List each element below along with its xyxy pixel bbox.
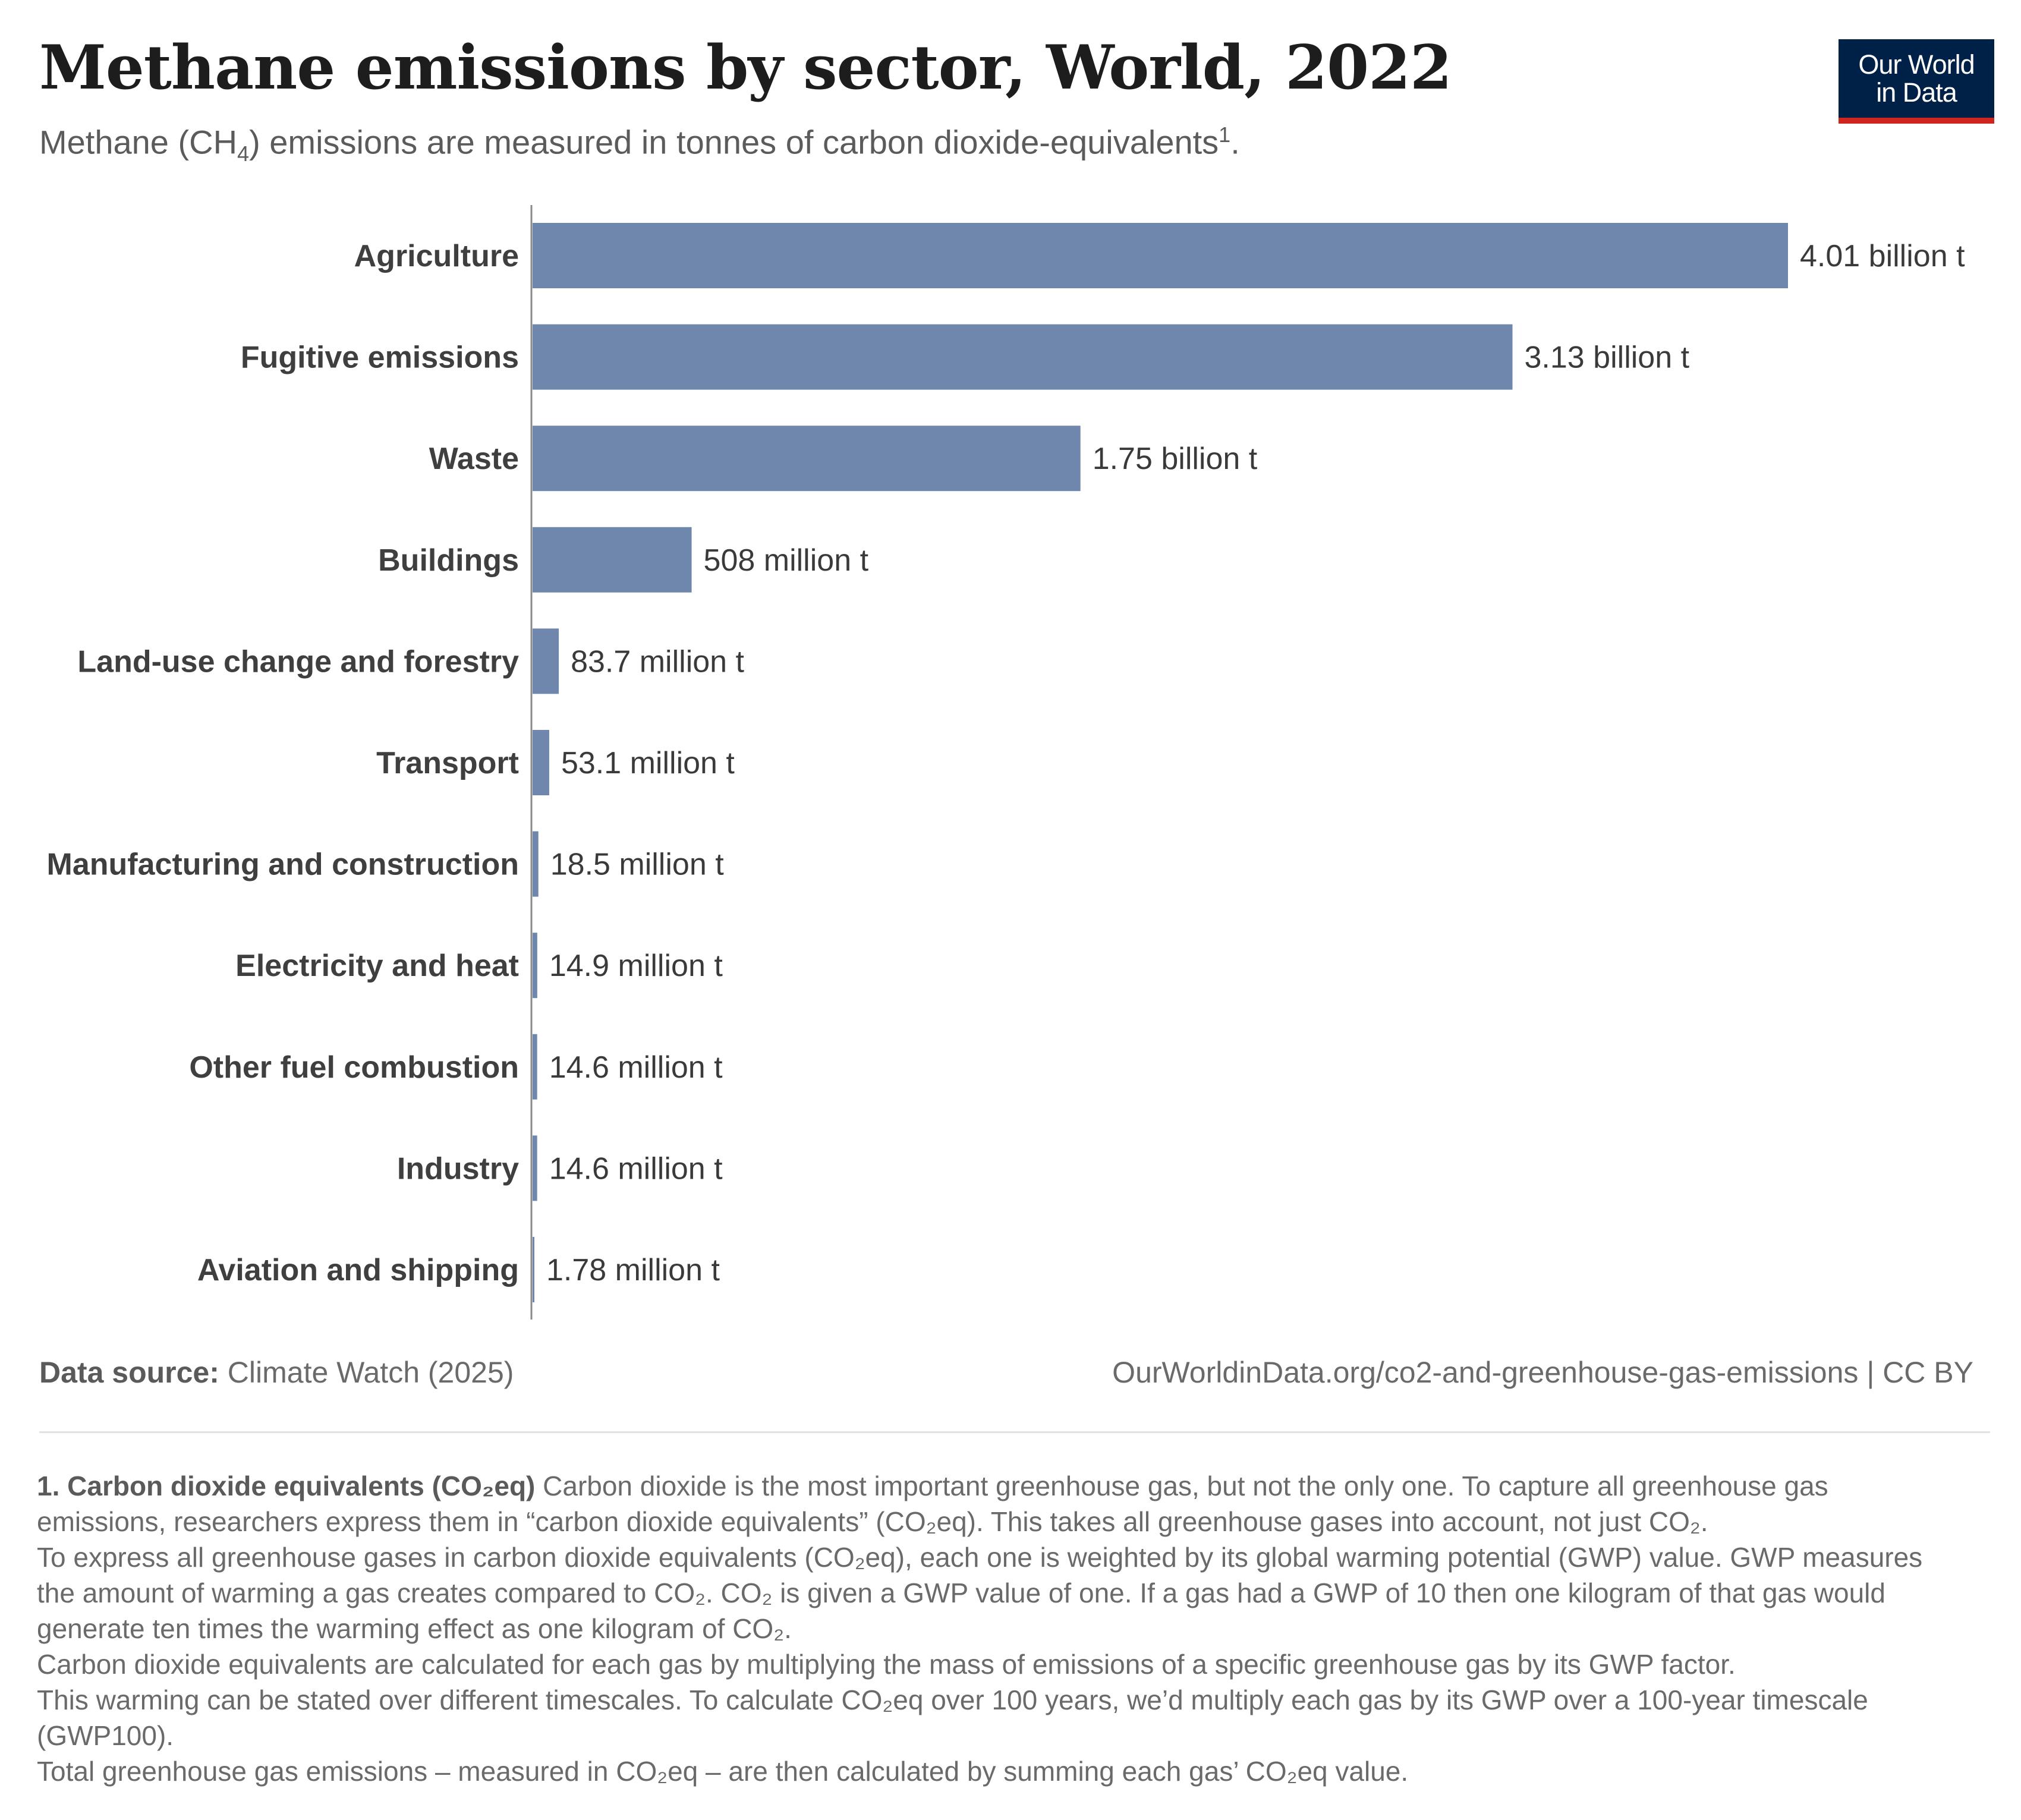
- subtitle-subscript: 4: [237, 141, 250, 166]
- bar-buildings[interactable]: [533, 527, 692, 593]
- category-label: Fugitive emissions: [241, 341, 519, 375]
- value-label: 18.5 million t: [550, 848, 724, 882]
- bars-layer: Agriculture 4.01 billion t Fugitive emissi…: [47, 223, 1965, 1302]
- owid-logo[interactable]: Our World in Data: [1839, 39, 1994, 124]
- value-label: 53.1 million t: [561, 746, 735, 780]
- category-label: Agriculture: [354, 239, 519, 273]
- value-label: 14.6 million t: [549, 1151, 723, 1186]
- value-label: 83.7 million t: [571, 644, 744, 679]
- footnotes: 1. Carbon dioxide equivalents (CO₂eq) Ca…: [37, 1468, 1963, 1789]
- value-label: 508 million t: [704, 543, 869, 578]
- chart-subtitle: Methane (CH4) emissions are measured in …: [39, 122, 1240, 166]
- value-label: 1.75 billion t: [1093, 442, 1258, 476]
- value-label: 1.78 million t: [546, 1253, 720, 1287]
- category-label: Waste: [429, 442, 519, 476]
- source-url-license[interactable]: OurWorldinData.org/co2-and-greenhouse-ga…: [1112, 1356, 1973, 1389]
- category-label: Electricity and heat: [235, 949, 519, 983]
- bar-electricity-and-heat[interactable]: [533, 933, 537, 999]
- category-label: Industry: [397, 1151, 519, 1186]
- bar-waste[interactable]: [533, 426, 1081, 492]
- value-label: 4.01 billion t: [1800, 239, 1965, 273]
- subtitle-text-start: Methane (CH: [39, 123, 238, 161]
- footnote-paragraph-3: Carbon dioxide equivalents are calculate…: [37, 1649, 1736, 1680]
- bar-other-fuel-combustion[interactable]: [533, 1034, 537, 1100]
- footnote-paragraph-5: Total greenhouse gas emissions – measure…: [37, 1756, 1409, 1787]
- footnote-paragraph-2: To express all greenhouse gases in carbo…: [37, 1542, 1923, 1644]
- category-label: Transport: [376, 746, 519, 780]
- data-source-label: Data source:: [39, 1356, 219, 1389]
- value-label: 14.6 million t: [549, 1050, 723, 1085]
- footer-divider: [39, 1431, 1990, 1433]
- chart-title: Methane emissions by sector, World, 2022: [39, 32, 1452, 103]
- bar-transport[interactable]: [533, 730, 549, 795]
- category-label: Buildings: [378, 543, 519, 578]
- footnote-paragraph-4: This warming can be stated over differen…: [37, 1684, 1868, 1751]
- bar-aviation-and-shipping[interactable]: [533, 1237, 534, 1302]
- value-label: 14.9 million t: [549, 949, 723, 983]
- value-label: 3.13 billion t: [1525, 341, 1690, 375]
- category-label: Manufacturing and construction: [47, 848, 519, 882]
- footnote-paragraph-1: 1. Carbon dioxide equivalents (CO₂eq) Ca…: [37, 1468, 1963, 1539]
- bar-fugitive-emissions[interactable]: [533, 324, 1513, 390]
- bar-agriculture[interactable]: [533, 223, 1788, 288]
- data-source-link[interactable]: Climate Watch (2025): [219, 1356, 514, 1389]
- data-source: Data source: Climate Watch (2025): [39, 1355, 514, 1390]
- category-label: Aviation and shipping: [197, 1253, 519, 1287]
- footnote-marker: 1: [1219, 122, 1231, 147]
- footnote-text-1: Carbon dioxide is the most important gre…: [37, 1471, 1828, 1537]
- bar-industry[interactable]: [533, 1135, 537, 1201]
- subtitle-text-middle: ) emissions are measured in tonnes of ca…: [249, 123, 1219, 161]
- footnote-heading: 1. Carbon dioxide equivalents (CO₂eq): [37, 1471, 536, 1501]
- logo-line-1: Our World: [1858, 49, 1975, 80]
- bar-chart: Agriculture 4.01 billion t Fugitive emissi…: [47, 205, 1965, 1320]
- category-label: Land-use change and forestry: [77, 644, 519, 679]
- logo-line-2: in Data: [1876, 77, 1957, 108]
- subtitle-text-end: .: [1230, 123, 1240, 161]
- bar-land-use-change-and-forestry[interactable]: [533, 628, 559, 694]
- bar-manufacturing-and-construction[interactable]: [533, 831, 539, 897]
- category-label: Other fuel combustion: [189, 1050, 519, 1085]
